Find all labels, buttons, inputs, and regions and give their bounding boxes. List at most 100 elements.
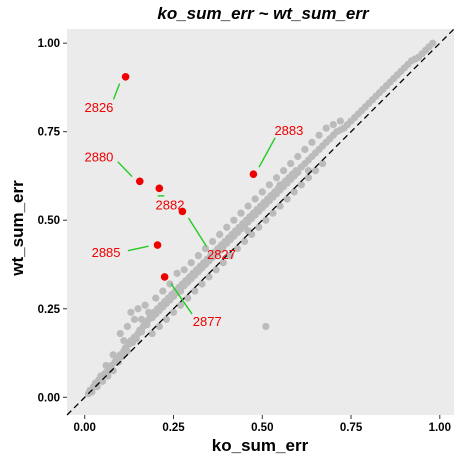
highlighted-points-layer (121, 73, 258, 281)
y-axis-label: wt_sum_err (8, 180, 27, 277)
data-point (116, 329, 124, 338)
data-point (276, 181, 284, 189)
data-point (240, 237, 249, 246)
point-label-2826: 2826 (84, 100, 113, 115)
data-point (177, 287, 185, 295)
data-point (258, 188, 266, 196)
x-tick-label: 0.75 (340, 422, 363, 434)
data-point (180, 266, 188, 274)
data-point (114, 358, 123, 366)
point-label-2877: 2877 (193, 314, 222, 329)
y-tick-label: 0.25 (38, 304, 61, 316)
y-axis-ticks: 0.00 0.25 0.50 0.75 1.00 (38, 38, 67, 404)
highlight-point-2885 (153, 241, 162, 249)
data-point (308, 138, 316, 146)
data-point (294, 152, 302, 161)
point-label-2880: 2880 (84, 149, 113, 164)
data-point (283, 195, 291, 203)
highlight-point-2877 (160, 273, 169, 281)
data-point (173, 269, 181, 277)
leader-line-2827 (187, 217, 208, 247)
data-point (262, 322, 270, 331)
data-point (208, 237, 217, 246)
data-point (233, 244, 242, 253)
highlight-point-2826 (121, 73, 130, 81)
leader-line-2826 (112, 83, 121, 100)
point-label-2827: 2827 (207, 247, 236, 262)
data-point (216, 230, 224, 238)
x-tick-label: 1.00 (429, 422, 451, 434)
data-point (297, 181, 305, 189)
data-point (319, 159, 327, 168)
data-point (134, 305, 142, 313)
data-point (269, 209, 277, 217)
data-point (148, 329, 156, 338)
y-tick-label: 0.75 (38, 127, 61, 139)
data-point (279, 167, 288, 175)
data-point (301, 145, 309, 154)
data-point (187, 259, 195, 267)
leader-lines-layer (112, 83, 276, 315)
data-point (429, 39, 437, 47)
data-point (223, 223, 231, 231)
y-tick-label: 1.00 (38, 38, 60, 50)
data-point (329, 121, 337, 129)
data-point (123, 322, 131, 331)
point-label-2885: 2885 (92, 245, 121, 260)
data-point (244, 227, 252, 235)
point-label-2883: 2883 (274, 123, 303, 138)
identity-reference-line (66, 28, 455, 416)
data-point (155, 322, 163, 331)
data-point (304, 174, 313, 182)
data-point (145, 308, 153, 316)
data-point (230, 216, 238, 224)
data-point (322, 124, 330, 132)
data-point (162, 315, 171, 323)
data-point (159, 287, 167, 295)
data-point (251, 195, 259, 203)
data-point (194, 252, 202, 260)
data-point (130, 315, 139, 323)
data-point (276, 202, 284, 210)
data-point (123, 347, 131, 355)
data-point (262, 216, 270, 224)
highlight-point-2883 (249, 170, 258, 178)
data-point (177, 301, 185, 309)
chart-title: ko_sum_err ~ wt_sum_err (157, 4, 370, 23)
data-point (120, 337, 128, 345)
data-point (304, 167, 313, 175)
data-point (191, 287, 199, 295)
data-point (255, 223, 263, 231)
x-tick-label: 0.00 (74, 422, 96, 434)
data-point (336, 117, 344, 125)
highlight-point-2880 (135, 177, 144, 186)
data-point (152, 294, 160, 302)
data-point (141, 301, 149, 309)
highlight-point-2882 (155, 184, 164, 193)
data-point (169, 308, 178, 316)
data-point (311, 167, 320, 175)
data-point (294, 168, 302, 177)
point-labels-layer: 2826 2880 2882 2883 2827 2885 2877 (84, 100, 303, 329)
leader-line-2877 (170, 282, 193, 315)
leader-line-2883 (258, 137, 276, 168)
y-tick-label: 0.00 (38, 392, 60, 404)
data-point (93, 383, 101, 391)
data-point (265, 181, 273, 189)
data-point (127, 308, 135, 316)
data-point (226, 252, 234, 260)
x-tick-label: 0.25 (162, 422, 185, 434)
data-point (287, 159, 295, 168)
highlight-point-2827 (178, 207, 187, 216)
data-point (137, 315, 146, 323)
x-tick-label: 0.50 (251, 422, 273, 434)
data-point (244, 202, 252, 210)
data-point (98, 377, 107, 385)
data-point (109, 351, 117, 359)
data-point (198, 280, 206, 288)
data-point (102, 361, 110, 370)
data-point (201, 244, 210, 253)
data-point (290, 188, 298, 196)
data-point (212, 266, 220, 274)
data-point (237, 209, 245, 217)
